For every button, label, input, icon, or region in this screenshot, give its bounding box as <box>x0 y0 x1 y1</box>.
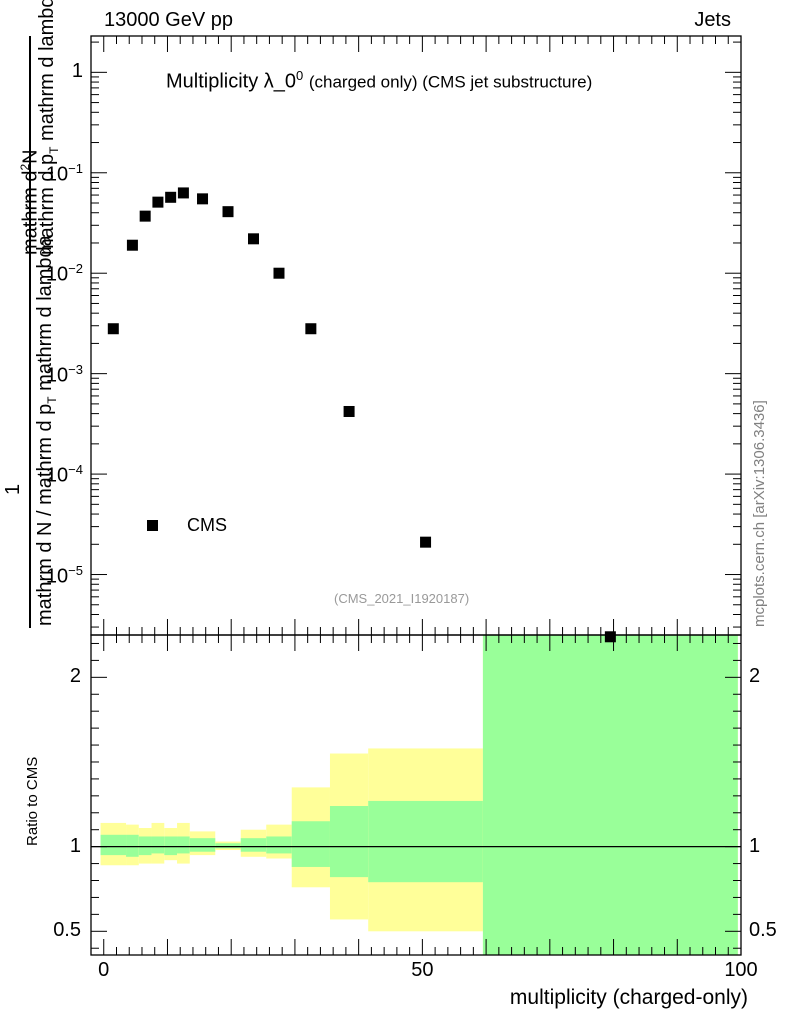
watermark-label: mcplots.cern.ch [arXiv:1306.3436] <box>751 400 768 627</box>
plot-title: Multiplicity λ_00 (charged only) (CMS je… <box>166 68 592 94</box>
data-point <box>126 239 138 251</box>
y-axis-fraction-bar <box>29 36 31 628</box>
data-point <box>273 267 285 279</box>
plot-title-suffix: (charged only) (CMS jet substructure) <box>308 72 593 92</box>
y-den-sub: T <box>45 396 59 404</box>
legend-label: CMS <box>187 515 227 535</box>
y-num-sub: T <box>47 146 61 154</box>
x-tick-label: 100 <box>724 959 758 981</box>
ratio-y-tick-label-left: 0.5 <box>53 919 81 942</box>
stat-uncertainty-band <box>189 838 216 852</box>
ratio-y-tick-label-left: 2 <box>69 665 81 688</box>
tick-label-exponent: −2 <box>68 261 83 277</box>
upper-y-tick-label: 10−3 <box>46 362 83 388</box>
y-axis-label-one: 1 <box>2 483 24 495</box>
tick-label-base: 10 <box>45 364 69 387</box>
data-point <box>604 631 616 643</box>
tick-label-exponent: −4 <box>68 462 83 478</box>
plot-title-main: Multiplicity λ_0 <box>166 70 297 93</box>
ratio-y-tick-label-left: 1 <box>69 834 81 857</box>
tick-label-exponent: −3 <box>68 361 83 377</box>
x-axis-label: multiplicity (charged-only) <box>509 986 748 1009</box>
analysis-label: (CMS_2021_I1920187) <box>334 591 470 606</box>
y-den-part1: mathrm d N / mathrm d p <box>34 403 56 626</box>
ratio-y-tick-label-right: 1 <box>749 834 761 857</box>
x-tick-label: 0 <box>98 959 110 981</box>
stat-uncertainty-band <box>291 821 330 867</box>
ratio-y-tick-label-right: 2 <box>749 665 761 688</box>
tick-label-exponent: −5 <box>68 562 83 578</box>
stat-uncertainty-band <box>368 800 483 883</box>
ratio-plot-frame <box>90 634 742 956</box>
data-point <box>107 323 119 335</box>
main-plot-frame <box>90 35 742 636</box>
stat-uncertainty-band <box>240 838 267 852</box>
header-right-label: Jets <box>694 9 731 31</box>
tick-label-base: 10 <box>45 163 69 186</box>
data-point <box>305 323 317 335</box>
stat-uncertainty-band <box>126 834 139 857</box>
lower-frame-box <box>90 634 742 956</box>
upper-frame-box <box>90 35 742 636</box>
tick-label-base: 10 <box>45 464 69 487</box>
data-point <box>343 405 355 417</box>
stat-uncertainty-band <box>164 836 178 856</box>
data-point <box>177 187 189 199</box>
axis-ticks <box>91 36 742 955</box>
data-point <box>420 536 432 548</box>
data-point <box>139 210 151 222</box>
data-point <box>248 233 259 245</box>
upper-y-tick-label: 1 <box>72 60 83 83</box>
stat-uncertainty-band <box>266 836 292 854</box>
cms-data-markers <box>107 187 616 643</box>
upper-y-tick-label: 10−5 <box>46 563 83 589</box>
stat-uncertainty-band <box>138 836 152 856</box>
stat-uncertainty-band <box>329 806 369 878</box>
tick-label-base: 10 <box>45 565 69 588</box>
tick-label-exponent: −1 <box>68 160 83 176</box>
stat-uncertainty-band <box>482 635 738 955</box>
stat-uncertainty-band <box>177 836 190 854</box>
stat-uncertainty-band <box>151 836 165 854</box>
tick-label-base: 10 <box>45 263 69 286</box>
ratio-y-tick-label-right: 0.5 <box>749 919 777 942</box>
y-num-part6: mathrm d lambda <box>36 0 58 147</box>
header-left-label: 13000 GeV pp <box>104 9 233 31</box>
data-point <box>152 196 164 208</box>
y-axis-label-numerator-2: mathrm d pT mathrm d lambda <box>36 0 61 255</box>
legend-marker <box>147 520 158 531</box>
data-point <box>197 193 209 205</box>
ratio-y-axis-label: Ratio to CMS <box>24 756 41 846</box>
x-tick-label: 50 <box>411 959 434 981</box>
tick-label-base: 1 <box>71 60 83 83</box>
data-point <box>222 206 234 218</box>
data-point <box>165 191 177 203</box>
ratio-bands <box>100 635 738 955</box>
stat-uncertainty-band <box>100 834 127 856</box>
plot-title-superscript: 0 <box>296 68 304 83</box>
upper-y-tick-label: 10−4 <box>46 462 83 488</box>
upper-y-tick-label: 10−1 <box>46 161 83 187</box>
stat-uncertainty-band <box>215 843 241 849</box>
upper-y-tick-label: 10−2 <box>46 261 83 287</box>
